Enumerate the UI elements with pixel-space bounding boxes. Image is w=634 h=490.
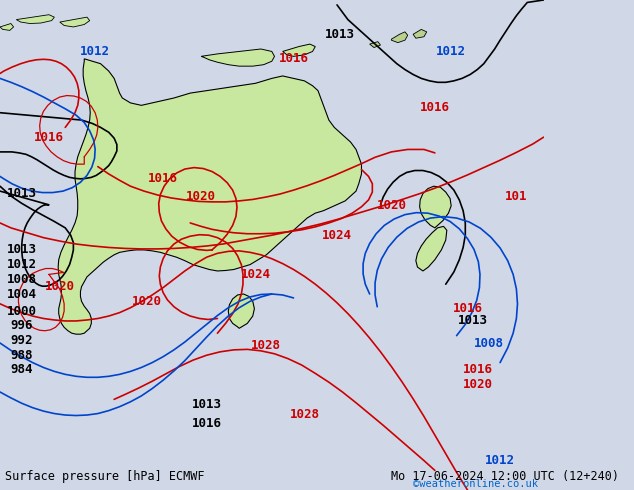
Text: 992: 992 (11, 334, 33, 347)
Polygon shape (283, 44, 315, 56)
Text: Surface pressure [hPa] ECMWF: Surface pressure [hPa] ECMWF (6, 469, 205, 483)
Text: 1016: 1016 (453, 302, 482, 315)
Text: 996: 996 (11, 319, 33, 332)
Text: 1024: 1024 (240, 268, 271, 281)
Polygon shape (16, 15, 55, 24)
Text: 1000: 1000 (7, 305, 37, 318)
Text: 1028: 1028 (289, 408, 320, 420)
Text: 1016: 1016 (278, 52, 309, 65)
Polygon shape (420, 186, 451, 228)
Text: 1024: 1024 (322, 229, 352, 242)
Text: 1028: 1028 (251, 339, 281, 352)
Polygon shape (413, 29, 427, 38)
Polygon shape (0, 24, 13, 30)
Text: 1008: 1008 (7, 273, 37, 286)
Text: 984: 984 (11, 364, 33, 376)
Polygon shape (58, 59, 361, 334)
Text: Mo 17-06-2024 12:00 UTC (12+240): Mo 17-06-2024 12:00 UTC (12+240) (391, 469, 619, 483)
Text: 1012: 1012 (80, 45, 110, 58)
Polygon shape (201, 49, 275, 66)
Text: 1020: 1020 (132, 295, 162, 308)
Text: 1016: 1016 (191, 417, 221, 430)
Text: ©weatheronline.co.uk: ©weatheronline.co.uk (413, 479, 538, 489)
Polygon shape (370, 42, 380, 48)
Text: 1016: 1016 (420, 101, 450, 114)
Polygon shape (391, 32, 408, 43)
Text: 988: 988 (11, 349, 33, 362)
Text: 1020: 1020 (463, 378, 493, 391)
Text: 1016: 1016 (463, 364, 493, 376)
Text: 1013: 1013 (7, 244, 37, 256)
Polygon shape (228, 294, 254, 328)
Text: 1004: 1004 (7, 288, 37, 300)
Text: 1013: 1013 (458, 315, 488, 327)
Polygon shape (416, 226, 447, 271)
Text: 1020: 1020 (186, 190, 216, 202)
Text: 1008: 1008 (474, 337, 504, 349)
Polygon shape (60, 17, 89, 27)
Text: 1016: 1016 (148, 172, 178, 185)
Text: 1012: 1012 (7, 258, 37, 271)
Text: 101: 101 (505, 190, 527, 202)
Text: 1012: 1012 (485, 454, 515, 467)
Text: 1013: 1013 (191, 398, 221, 411)
Text: 1012: 1012 (436, 45, 466, 58)
Text: 1013: 1013 (325, 28, 355, 41)
Text: 1020: 1020 (45, 280, 75, 293)
Text: 1020: 1020 (377, 199, 406, 212)
Text: 1013: 1013 (7, 187, 37, 200)
Text: 1016: 1016 (34, 131, 64, 144)
